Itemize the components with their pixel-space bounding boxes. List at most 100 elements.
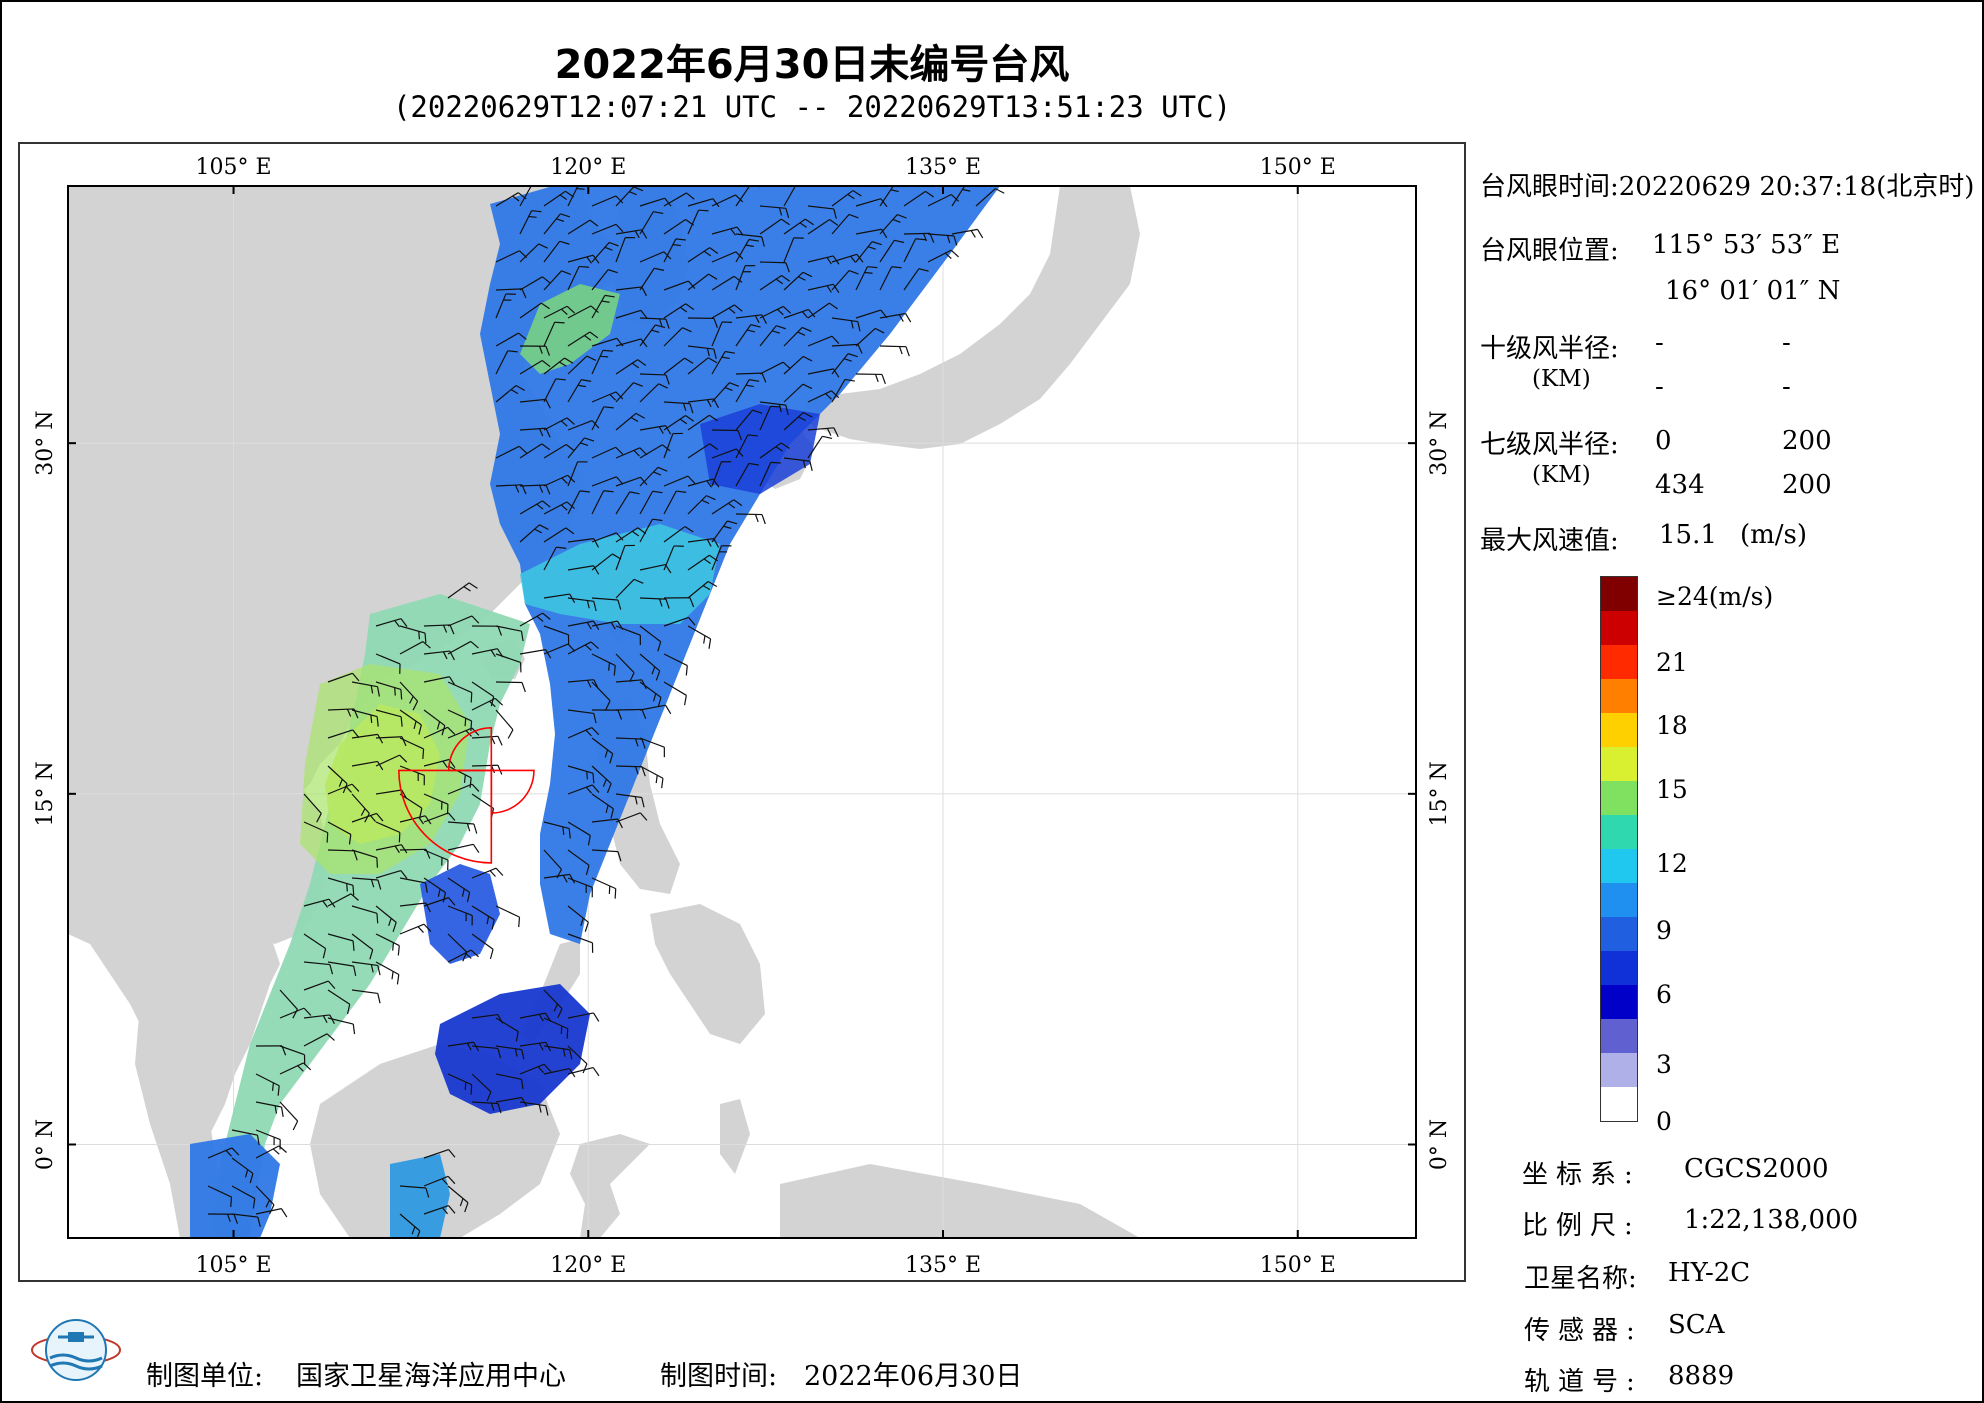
wind-barb (735, 238, 759, 263)
wind-barb (687, 581, 718, 599)
wind-barb (639, 211, 664, 235)
wind-barb (639, 653, 661, 681)
wind-barb (663, 653, 688, 676)
wind-barb (399, 1185, 430, 1198)
wind-barb (855, 241, 882, 263)
wind-barb (831, 378, 855, 403)
r7-value-1: 0 (1655, 426, 1672, 456)
wind-barb (567, 538, 600, 548)
colorbar-label-21: 21 (1656, 648, 1688, 677)
r10-unit: (KM) (1532, 366, 1591, 392)
wind-barb (759, 205, 790, 219)
wind-barb (519, 524, 549, 543)
wind-barb (567, 905, 589, 932)
wind-barb (687, 625, 712, 649)
colorbar-label-3: 3 (1656, 1050, 1672, 1079)
wind-barb (495, 681, 526, 693)
mapping-time-label: 制图时间: (660, 1361, 778, 1392)
wind-barb (543, 501, 575, 515)
lon-label-top: 105° E (196, 155, 272, 180)
wind-field-map[interactable]: 105° E 105° E 120° E 120° E 135° E 135° E 150°… (20, 144, 1464, 1280)
wind-barb (519, 484, 551, 495)
wind-barb (879, 312, 912, 323)
wind-barb (447, 843, 480, 853)
wind-barb (711, 520, 738, 543)
wind-barb (279, 1062, 312, 1075)
wind-barb (759, 442, 790, 459)
lon-label-bottom: 105° E (196, 1253, 272, 1278)
mapping-unit-value: 国家卫星海洋应用中心 (296, 1361, 566, 1392)
wind-barb (903, 190, 935, 207)
wind-barb (327, 729, 360, 739)
wind-barb (687, 317, 718, 329)
wind-barb (855, 327, 885, 347)
wind-barb (639, 704, 672, 715)
wind-barb (759, 261, 790, 273)
wind-barbs (207, 186, 1005, 1238)
wind-barb (783, 308, 816, 319)
wind-barb (807, 390, 840, 403)
wind-barb (783, 186, 797, 207)
wind-barb (423, 624, 455, 635)
colorbar-segment (1601, 985, 1637, 1019)
wind-barb (447, 905, 473, 926)
wind-barb (879, 214, 907, 235)
wind-barb (879, 266, 902, 291)
wind-barb (783, 457, 813, 471)
wind-barb (495, 332, 527, 347)
wind-barb (375, 736, 407, 747)
wind-barb (759, 218, 790, 235)
wind-barb (423, 726, 456, 739)
wind-barb (519, 500, 551, 515)
wind-barb (423, 1205, 456, 1215)
wind-barb (543, 989, 563, 1019)
wind-barb (735, 462, 759, 487)
wind-barb (615, 309, 648, 319)
wind-barb (615, 737, 646, 749)
wind-barb (639, 681, 662, 708)
wind-barb (375, 618, 408, 628)
wind-barb (327, 821, 352, 845)
wind-barb (711, 350, 736, 375)
wind-barb (327, 989, 351, 1015)
wind-barb (567, 565, 600, 575)
wind-barb (663, 280, 696, 291)
eye-position-label: 台风眼位置: (1480, 236, 1619, 266)
wind-barb (423, 676, 456, 686)
wind-barb (591, 553, 622, 571)
wind-barb (375, 961, 400, 985)
wind-barb (519, 1063, 552, 1075)
wind-barb (759, 461, 781, 487)
wind-barb (327, 933, 355, 951)
wind-barb (423, 849, 449, 871)
colorbar-segment (1601, 747, 1637, 781)
wind-barb (351, 760, 384, 771)
lat-label-left: 15° N (33, 761, 58, 826)
wind-barb (303, 793, 322, 823)
wind-barb (375, 933, 400, 956)
wind-barb (831, 213, 859, 235)
wind-barb (303, 980, 336, 991)
wind-barb (447, 681, 473, 703)
wind-barb (231, 1185, 256, 1209)
wind-barb (327, 672, 360, 683)
swath-west-pacific (480, 186, 1000, 944)
map-subtitle: (20220629T12:07:21 UTC -- 20220629T13:51… (392, 90, 1232, 124)
wind-barb (639, 324, 666, 347)
wind-barb (351, 961, 381, 976)
land-visayas (650, 904, 765, 1044)
wind-barb (591, 737, 614, 764)
wind-barb (663, 303, 695, 319)
swath-java-sea (190, 1134, 280, 1238)
colorbar-segment (1601, 713, 1637, 747)
wind-barb (351, 933, 374, 960)
wind-barb (639, 625, 662, 652)
wind-barb (351, 709, 379, 727)
wind-barb (711, 321, 733, 347)
r10-value-4: - (1782, 372, 1791, 402)
wind-barb (687, 198, 720, 208)
wind-barb (927, 249, 959, 263)
swath-celebes (435, 984, 590, 1114)
wind-barb (567, 641, 599, 655)
wind-barb (567, 305, 599, 319)
